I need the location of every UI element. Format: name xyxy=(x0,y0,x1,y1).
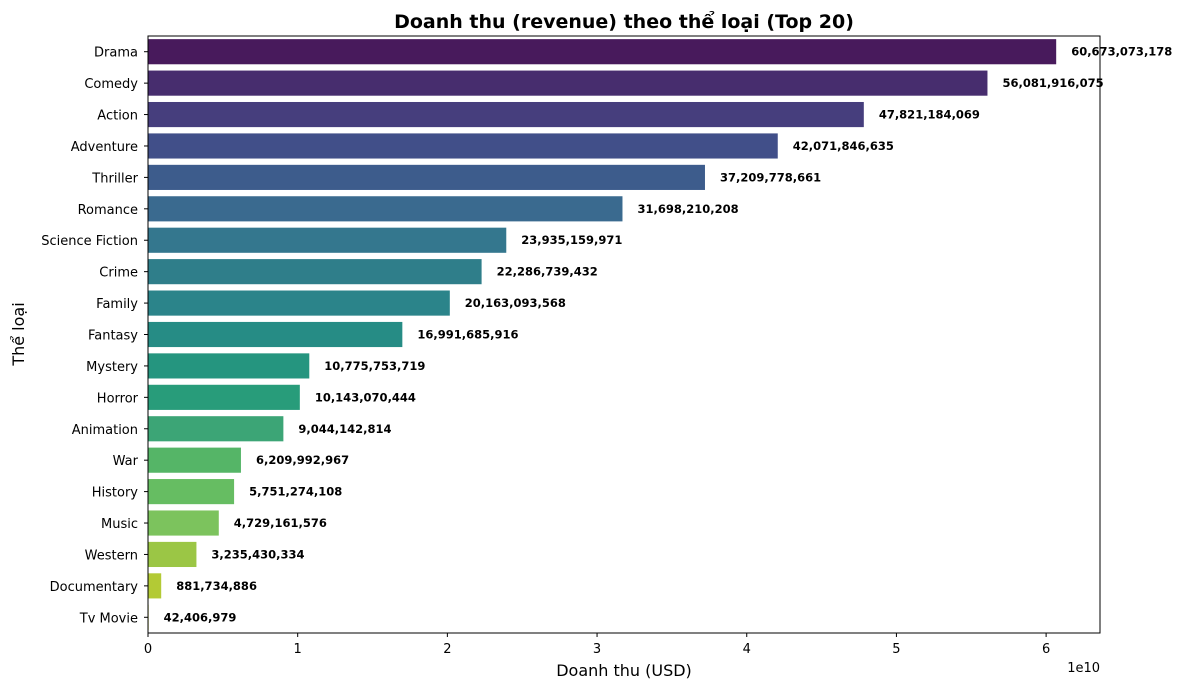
bar-value-label: 22,286,739,432 xyxy=(497,265,598,279)
bar-action xyxy=(148,101,864,128)
bar-comedy xyxy=(148,70,988,96)
bar-drama xyxy=(148,39,1057,65)
bar-value-label: 20,163,093,568 xyxy=(465,296,566,310)
bar-mystery xyxy=(148,353,310,379)
bar-value-label: 881,734,886 xyxy=(176,579,257,593)
plot-frame xyxy=(147,35,1101,634)
y-tick-label: Horror xyxy=(97,391,139,406)
bar-value-labels: 60,673,073,178 56,081,916,075 47,821,184,0… xyxy=(164,45,1173,625)
bar-value-label: 56,081,916,075 xyxy=(1002,76,1103,90)
bar-value-label: 4,729,161,576 xyxy=(234,516,327,530)
bar-horror xyxy=(148,384,300,410)
bar-music xyxy=(148,510,219,536)
x-tick-label: 0 xyxy=(144,642,152,657)
y-tick-label: Family xyxy=(96,297,138,312)
bar-value-label: 5,751,274,108 xyxy=(249,485,342,499)
bar-war xyxy=(148,447,241,473)
x-tick-label: 6 xyxy=(1042,642,1050,657)
bar-value-label: 9,044,142,814 xyxy=(298,422,391,436)
y-tick-label: Thriller xyxy=(91,171,138,186)
x-tick-label: 1 xyxy=(294,642,302,657)
x-tick-label: 2 xyxy=(443,642,451,657)
y-tick-label: Mystery xyxy=(86,360,138,375)
y-tick-label: Music xyxy=(101,517,138,532)
bar-value-label: 42,071,846,635 xyxy=(793,139,894,153)
x-axis-scale-label: 1e10 xyxy=(1067,661,1100,676)
y-tick-label: Fantasy xyxy=(88,329,138,344)
y-axis-ticks: Drama Comedy Action Adventure Thriller Romanc… xyxy=(41,46,148,626)
bar-value-label: 37,209,778,661 xyxy=(720,170,821,184)
bar-value-label: 31,698,210,208 xyxy=(637,202,738,216)
bar-thriller xyxy=(148,164,705,190)
bar-fantasy xyxy=(148,321,403,348)
x-tick-label: 5 xyxy=(892,642,900,657)
y-tick-label: Drama xyxy=(94,46,138,61)
x-tick-label: 4 xyxy=(743,642,751,657)
y-tick-label: Comedy xyxy=(84,77,138,92)
bars-group xyxy=(148,39,1057,630)
y-tick-label: Tv Movie xyxy=(79,611,138,626)
x-axis-ticks: 0 1 2 3 4 5 6 xyxy=(144,633,1050,657)
bar-romance xyxy=(148,196,623,222)
bar-value-label: 10,775,753,719 xyxy=(324,359,425,373)
bar-value-label: 23,935,159,971 xyxy=(521,233,622,247)
x-axis-label: Doanh thu (USD) xyxy=(556,661,692,680)
bar-value-label: 60,673,073,178 xyxy=(1071,45,1172,59)
y-tick-label: Documentary xyxy=(50,580,139,595)
bar-family xyxy=(148,290,450,316)
y-tick-label: Romance xyxy=(78,203,138,218)
y-tick-label: Adventure xyxy=(71,140,138,155)
y-tick-label: War xyxy=(113,454,139,469)
bar-value-label: 6,209,992,967 xyxy=(256,453,349,467)
bar-science-fiction xyxy=(148,227,507,253)
bar-animation xyxy=(148,416,284,442)
bar-value-label: 16,991,685,916 xyxy=(417,328,518,342)
chart-title: Doanh thu (revenue) theo thể loại (Top 2… xyxy=(394,10,854,33)
y-tick-label: Western xyxy=(85,548,138,563)
bar-value-label: 42,406,979 xyxy=(164,610,237,624)
bar-history xyxy=(148,479,235,505)
y-tick-label: Animation xyxy=(72,423,138,438)
x-tick-label: 3 xyxy=(593,642,601,657)
y-tick-label: Crime xyxy=(99,266,138,281)
bar-documentary xyxy=(148,573,162,599)
bar-value-label: 47,821,184,069 xyxy=(879,108,980,122)
bar-adventure xyxy=(148,133,778,159)
bar-value-label: 3,235,430,334 xyxy=(211,547,304,561)
y-tick-label: Action xyxy=(97,109,138,124)
y-axis-label: Thể loại xyxy=(9,302,28,366)
bar-western xyxy=(148,541,197,568)
y-tick-label: Science Fiction xyxy=(41,234,138,249)
bar-crime xyxy=(148,259,482,285)
y-tick-label: History xyxy=(92,486,139,501)
bar-value-label: 10,143,070,444 xyxy=(315,390,416,404)
